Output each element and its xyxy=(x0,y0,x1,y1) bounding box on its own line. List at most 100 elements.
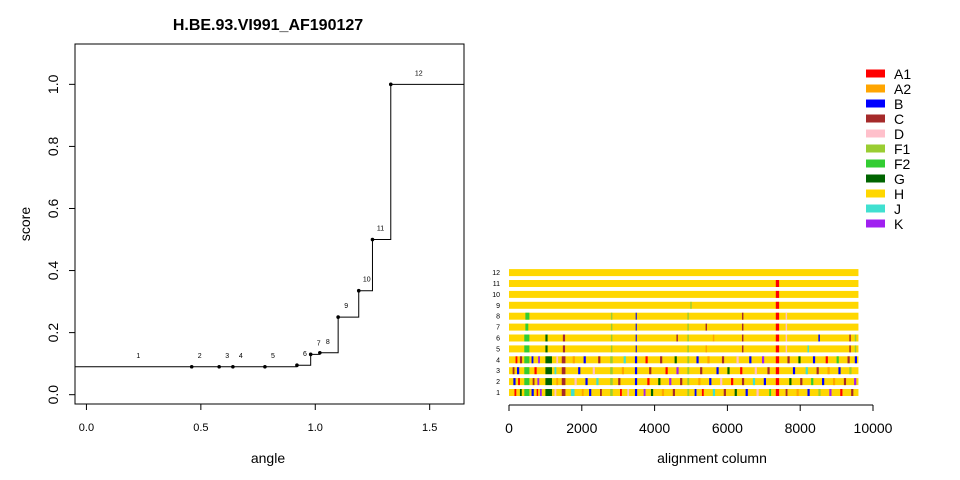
subtype-segment xyxy=(698,378,701,386)
mosaic-row: 4 xyxy=(496,356,859,364)
subtype-segment xyxy=(785,312,788,320)
subtype-segment xyxy=(589,389,592,396)
legend-item: K xyxy=(866,216,904,232)
subtype-segment xyxy=(827,367,830,375)
step-point xyxy=(336,315,340,319)
legend-label: A2 xyxy=(894,81,911,97)
subtype-segment xyxy=(687,312,689,320)
subtype-segment xyxy=(707,356,710,364)
subtype-segment xyxy=(660,356,663,364)
subtype-segment xyxy=(545,334,548,342)
subtype-segment xyxy=(775,378,780,386)
subtype-segment xyxy=(731,378,734,386)
legend-swatch xyxy=(866,144,885,153)
subtype-segment xyxy=(635,312,637,320)
subtype-segment xyxy=(621,367,625,375)
subtype-segment xyxy=(785,334,788,342)
subtype-segment xyxy=(818,334,820,342)
subtype-segment xyxy=(581,389,584,396)
subtype-segment xyxy=(785,323,788,331)
legend-item: G xyxy=(866,171,905,187)
subtype-segment xyxy=(556,356,559,364)
subtype-segment xyxy=(524,389,530,396)
subtype-segment xyxy=(741,312,744,320)
subtype-segment xyxy=(596,378,599,386)
subtype-segment xyxy=(512,367,515,375)
legend-item: C xyxy=(866,111,904,127)
subtype-segment xyxy=(645,356,648,364)
legend-swatch xyxy=(866,219,885,228)
subtype-segment xyxy=(812,356,816,364)
subtype-segment xyxy=(740,367,743,375)
subtype-segment xyxy=(515,356,518,364)
subtype-segment xyxy=(727,367,730,375)
subtype-segment xyxy=(585,378,588,386)
subtype-segment xyxy=(836,356,839,364)
mosaic-row: 8 xyxy=(496,312,859,321)
subtype-segment xyxy=(556,378,559,386)
subtype-segment xyxy=(800,378,803,386)
subtype-segment xyxy=(635,334,637,342)
subtype-segment xyxy=(785,389,788,396)
point-label: 11 xyxy=(377,226,384,233)
subtype-segment xyxy=(538,356,540,364)
subtype-segment xyxy=(519,389,522,396)
x-axis-label: alignment column xyxy=(657,450,767,466)
subtype-segment xyxy=(635,323,637,331)
subtype-segment xyxy=(811,378,814,386)
subtype-segment xyxy=(789,378,792,386)
subtype-segment xyxy=(513,378,516,386)
subtype-segment xyxy=(517,367,520,375)
legend-item: H xyxy=(866,186,904,202)
subtype-segment xyxy=(536,389,539,396)
subtype-segment xyxy=(687,367,690,375)
subtype-segment xyxy=(840,389,843,396)
subtype-segment xyxy=(674,356,677,364)
subtype-segment xyxy=(723,389,726,396)
legend-item: F2 xyxy=(866,156,911,172)
legend-label: A1 xyxy=(894,66,911,82)
legend-swatch xyxy=(866,204,885,213)
subtype-segment xyxy=(700,367,703,375)
x-tick-label: 0.0 xyxy=(79,422,94,434)
subtype-segment xyxy=(705,323,708,331)
subtype-segment xyxy=(572,356,575,364)
legend-swatch xyxy=(866,189,885,198)
legend-label: F1 xyxy=(894,141,911,157)
row-base-bar xyxy=(509,389,859,396)
plot-frame xyxy=(74,43,465,405)
subtype-segment xyxy=(524,356,530,364)
subtype-segment xyxy=(769,389,772,396)
subtype-segment xyxy=(854,334,857,342)
point-label: 12 xyxy=(415,70,423,77)
row-label: 5 xyxy=(496,346,500,353)
row-base-bar xyxy=(509,312,859,320)
mosaic-row: 5 xyxy=(496,345,859,353)
subtype-segment xyxy=(796,389,799,396)
subtype-segment xyxy=(745,389,748,396)
y-tick-label: 0.0 xyxy=(45,385,61,405)
y-tick-label: 1.0 xyxy=(45,74,61,94)
subtype-segment xyxy=(851,389,854,396)
row-base-bar xyxy=(509,367,859,375)
row-label: 12 xyxy=(492,270,500,277)
subtype-segment xyxy=(650,389,654,396)
step-line xyxy=(75,83,464,368)
subtype-segment xyxy=(561,389,566,396)
point-label: 3 xyxy=(225,353,229,360)
subtype-segment xyxy=(623,356,626,364)
subtype-segment xyxy=(647,378,650,386)
point-label: 2 xyxy=(198,353,202,360)
row-base-bar xyxy=(509,356,859,364)
mosaic-row: 7 xyxy=(496,323,859,332)
subtype-segment xyxy=(561,356,566,364)
legend-label: G xyxy=(894,171,905,187)
subtype-segment xyxy=(634,356,638,364)
legend-label: K xyxy=(894,216,904,232)
subtype-segment xyxy=(554,389,557,396)
subtype-segment xyxy=(562,334,566,342)
subtype-segment xyxy=(620,389,622,396)
subtype-segment xyxy=(763,378,766,386)
